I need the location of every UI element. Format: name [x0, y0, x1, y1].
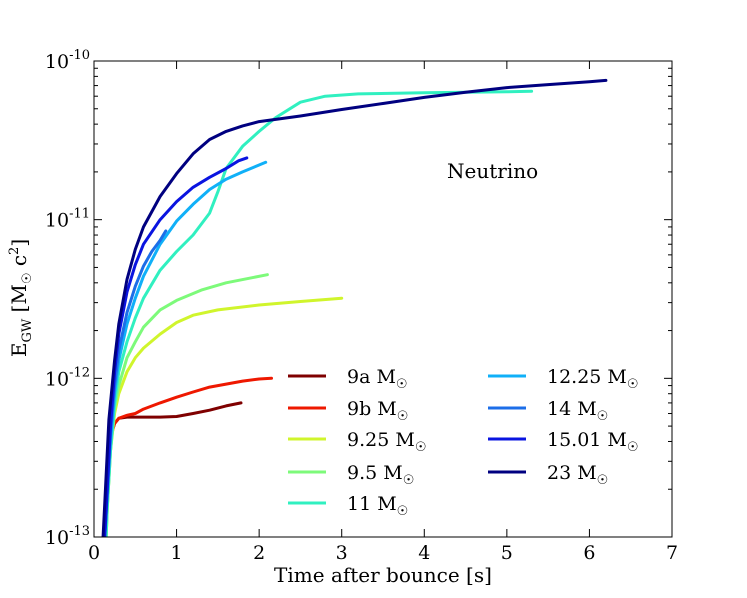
legend-label-9: 23 M☉	[547, 462, 608, 488]
x-tick-label: 2	[253, 542, 265, 564]
y-tick-label: 10-11	[45, 207, 90, 232]
legend-label-8: 15.01 M☉	[547, 429, 639, 455]
legend-label-1: 9a M☉	[347, 366, 408, 392]
x-tick-label: 1	[171, 542, 183, 564]
legend-label-6: 12.25 M☉	[547, 366, 639, 392]
annotation-label: Neutrino	[447, 159, 538, 183]
y-tick-label: 10-12	[45, 365, 90, 390]
series-line-9	[101, 78, 608, 537]
y-tick-label: 10-13	[45, 524, 90, 549]
x-tick-labels: 0 1 2 3 4 5 6 7	[88, 542, 678, 564]
lines-layer	[101, 78, 608, 537]
legend: 9a M☉ 9b M☉ 9.25 M☉ 9.5 M☉ 11 M☉ 12.25 M☉ 14 M…	[288, 366, 639, 519]
series-line-2	[104, 376, 273, 537]
series-line-1	[104, 401, 243, 537]
x-tick-label: 4	[418, 542, 430, 564]
series-line-3	[104, 296, 344, 537]
legend-label-7: 14 M☉	[547, 398, 608, 424]
legend-label-3: 9.25 M☉	[347, 429, 426, 455]
x-axis-title: Time after bounce [s]	[274, 563, 492, 587]
series-line-8	[103, 156, 249, 537]
legend-label-5: 11 M☉	[347, 493, 408, 519]
x-tick-label: 3	[336, 542, 348, 564]
x-tick-label: 5	[501, 542, 513, 564]
legend-label-2: 9b M☉	[347, 398, 408, 424]
y-tick-label: 10-10	[45, 48, 90, 73]
x-tick-label: 0	[88, 542, 100, 564]
y-tick-labels: 10-13 10-12 10-11 10-10	[45, 48, 90, 549]
legend-label-4: 9.5 M☉	[347, 462, 414, 488]
plot-frame	[93, 60, 673, 538]
x-tick-label: 7	[666, 542, 678, 564]
y-axis-title: EGW [M☉ c2]	[7, 239, 35, 357]
x-tick-label: 6	[583, 542, 595, 564]
